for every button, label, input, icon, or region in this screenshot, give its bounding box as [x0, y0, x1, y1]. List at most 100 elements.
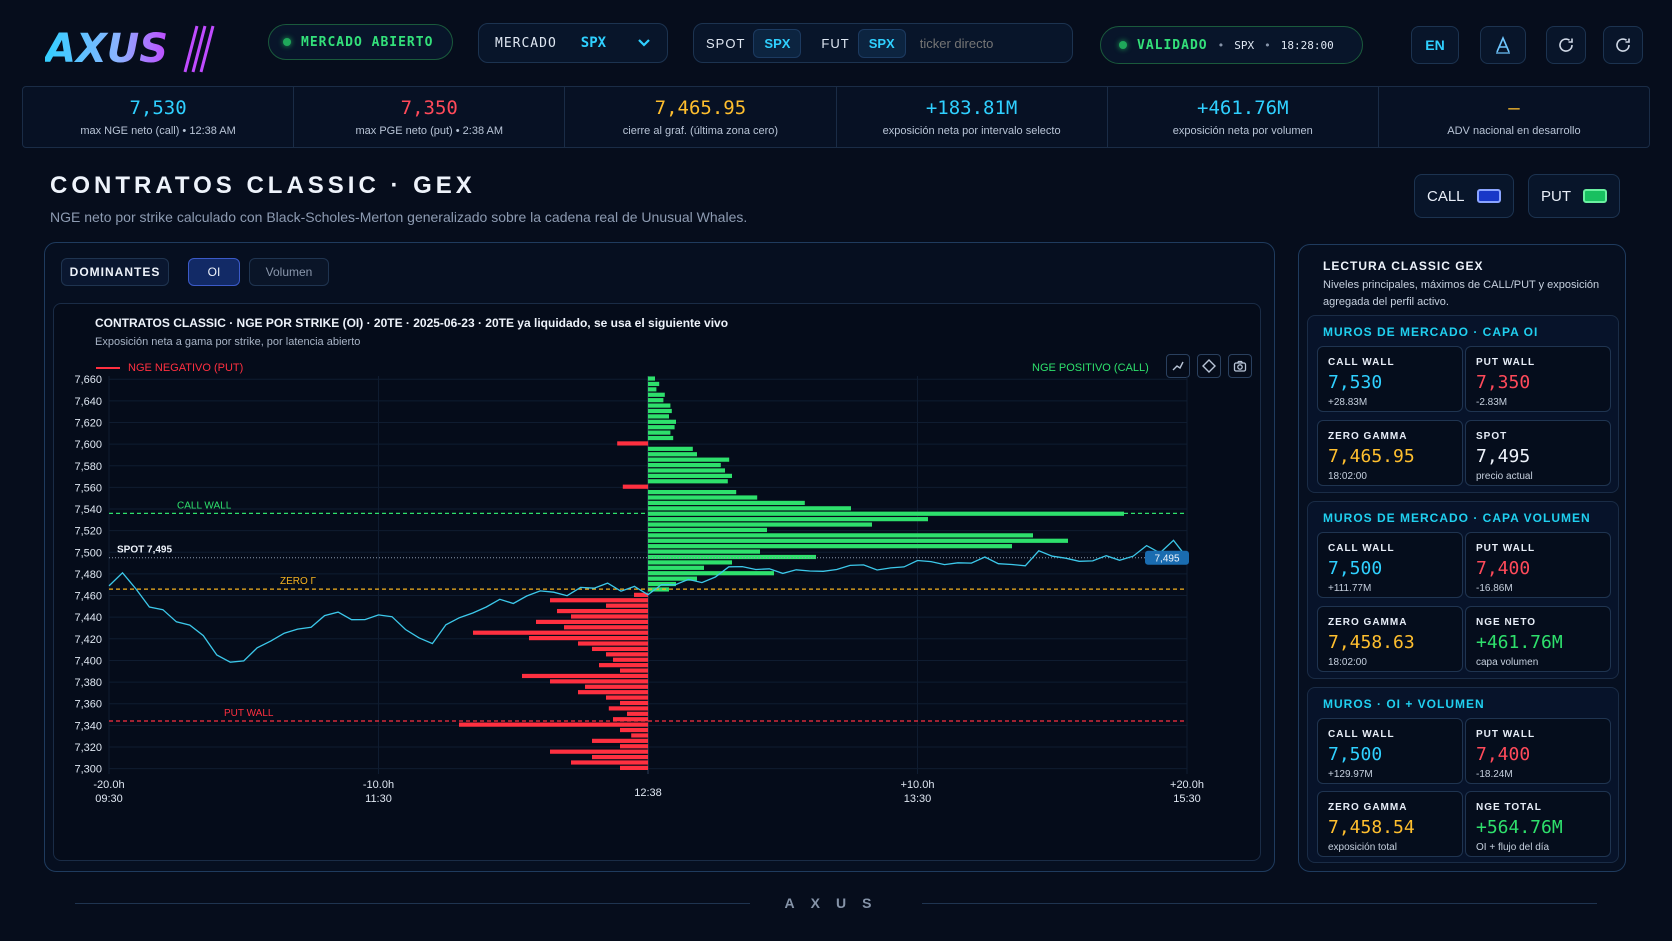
tab-oi[interactable]: OI: [188, 258, 240, 286]
stat-value: 7,530: [129, 97, 187, 119]
reload-button[interactable]: [1603, 26, 1643, 64]
call-bar: [648, 468, 725, 473]
call-bar: [648, 408, 672, 414]
y-tick-label: 7,540: [74, 504, 102, 516]
card-zero-gamma: ZERO GAMMA 7,458.63 18:02:00: [1317, 606, 1463, 672]
put-bar: [608, 706, 648, 711]
card-sub: OI + flujo del día: [1476, 842, 1550, 853]
spot-badge: [1145, 550, 1189, 565]
tab-dominantes[interactable]: DOMINANTES: [61, 258, 169, 286]
put-bar: [578, 641, 648, 646]
theme-button[interactable]: [1480, 26, 1526, 64]
stat-value: +461.76M: [1197, 97, 1289, 119]
call-bar: [648, 576, 697, 581]
status-dot-icon: [283, 38, 291, 46]
call-bar: [648, 490, 737, 495]
section-volumen: MUROS DE MERCADO · CAPA VOLUMEN CALL WAL…: [1307, 501, 1619, 679]
trend-icon: [1172, 361, 1184, 371]
put-bar: [557, 608, 648, 614]
language-button[interactable]: EN: [1411, 26, 1459, 64]
put-bar: [606, 652, 648, 657]
put-bar: [459, 722, 648, 727]
y-tick-label: 7,520: [74, 526, 102, 538]
tab-volumen[interactable]: Volumen: [249, 258, 329, 286]
x-tick-label: +10.0h: [901, 779, 935, 791]
spot-badge-text: 7,495: [1154, 554, 1179, 565]
validated-dot-icon: [1119, 41, 1127, 49]
refresh-icon: [1559, 38, 1573, 52]
card-zero-gamma: ZERO GAMMA 7,465.95 18:02:00: [1317, 420, 1463, 486]
card-sub: precio actual: [1476, 471, 1533, 482]
stat-max-nge-call: 7,530 max NGE neto (call) • 12:38 AM: [23, 87, 295, 147]
call-bar: [648, 457, 730, 462]
fut-chip[interactable]: SPX: [857, 28, 906, 58]
put-wall-label: PUT WALL: [224, 708, 274, 719]
call-bar: [648, 392, 665, 397]
fut-label: FUT: [821, 35, 850, 51]
card-key: PUT WALL: [1476, 543, 1536, 554]
put-bar: [522, 673, 648, 679]
refresh-button[interactable]: [1546, 26, 1586, 64]
card-key: PUT WALL: [1476, 729, 1536, 740]
stat-value: —: [1508, 97, 1520, 119]
put-bar: [634, 592, 648, 597]
put-toggle-button[interactable]: PUT: [1528, 174, 1620, 218]
call-bar: [648, 376, 655, 381]
card-spot: SPOT 7,495 precio actual: [1465, 420, 1611, 486]
x-tick-time: 15:30: [1173, 793, 1201, 805]
stat-interval-exposure: +183.81M exposición neta por intervalo se…: [837, 87, 1108, 147]
card-key: CALL WALL: [1328, 543, 1395, 554]
page-title: CONTRATOS CLASSIC · GEX: [50, 172, 476, 199]
card-key: NGE NETO: [1476, 617, 1537, 628]
chart-reset-button[interactable]: [1197, 354, 1221, 378]
call-toggle-button[interactable]: CALL: [1414, 174, 1514, 218]
y-tick-label: 7,440: [74, 612, 102, 624]
card-nge-total: NGE TOTAL +564.76M OI + flujo del día: [1465, 791, 1611, 857]
card-value: 7,400: [1476, 744, 1531, 765]
footer-brand: AXUS: [784, 895, 888, 911]
market-status-text: MERCADO ABIERTO: [301, 34, 434, 50]
call-bar: [648, 495, 758, 500]
legend-neg-swatch: [96, 367, 120, 369]
page-subtitle: NGE neto por strike calculado con Black-…: [50, 209, 748, 225]
card-value: +564.76M: [1476, 817, 1563, 838]
card-value: 7,495: [1476, 446, 1531, 467]
spot-chip[interactable]: SPX: [753, 28, 802, 58]
stat-value: 7,465.95: [654, 97, 747, 119]
validated-time: 18:28:00: [1280, 38, 1334, 52]
validated-text: VALIDADO: [1137, 37, 1208, 53]
axus-logo[interactable]: AXUS: [45, 20, 225, 76]
section-title: MUROS DE MERCADO · CAPA VOLUMEN: [1323, 511, 1591, 525]
chart-line-button[interactable]: [1166, 354, 1190, 378]
card-value: 7,530: [1328, 372, 1383, 393]
put-bar: [613, 717, 648, 722]
card-sub: +28.83M: [1328, 397, 1368, 408]
gex-chart[interactable]: 7,660 7,640 7,620 7,600 7,580 7,560 7,540 7,520…: [54, 304, 1260, 860]
card-key: SPOT: [1476, 431, 1508, 442]
call-swatch-icon: [1476, 189, 1501, 203]
call-bar: [648, 430, 671, 435]
footer-divider: [75, 903, 750, 904]
put-bar: [620, 668, 648, 673]
stat-value: 7,350: [400, 97, 458, 119]
card-key: ZERO GAMMA: [1328, 431, 1408, 442]
stat-max-pge-put: 7,350 max PGE neto (put) • 2:38 AM: [294, 87, 566, 147]
legend-pos-label: NGE POSITIVO (CALL): [1032, 362, 1149, 374]
call-bar: [648, 554, 816, 560]
market-select[interactable]: MERCADO SPX: [478, 23, 668, 63]
y-tick-label: 7,500: [74, 547, 102, 559]
chart-snapshot-button[interactable]: [1228, 354, 1252, 378]
put-bar: [620, 744, 648, 749]
y-tick-label: 7,480: [74, 569, 102, 581]
font-a-icon: [1496, 36, 1510, 54]
put-bar: [571, 614, 648, 619]
card-key: PUT WALL: [1476, 357, 1536, 368]
put-bar: [571, 760, 648, 765]
x-tick-time: 09:30: [95, 793, 123, 805]
card-key: ZERO GAMMA: [1328, 802, 1408, 813]
spot-fut-bar: SPOT SPX FUT SPX: [693, 23, 1073, 63]
card-sub: 18:02:00: [1328, 471, 1367, 482]
chevron-down-icon: [638, 39, 650, 47]
ticker-input[interactable]: [919, 35, 1030, 51]
call-bar: [648, 446, 693, 451]
